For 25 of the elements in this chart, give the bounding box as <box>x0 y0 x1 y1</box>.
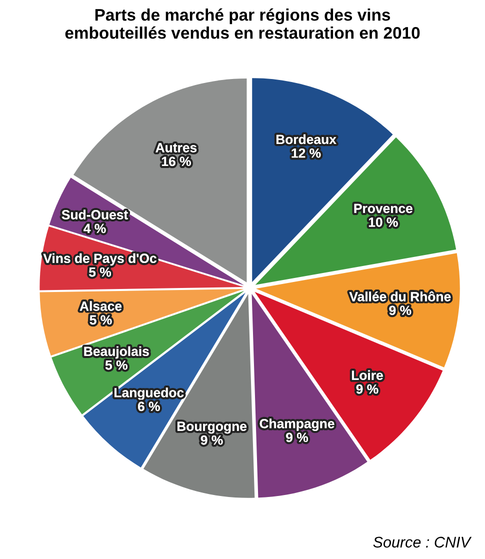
data-label: 9 % <box>286 432 308 442</box>
slice-label: Vallée du Rhône <box>349 291 451 302</box>
slice-label: Bourgogne <box>177 422 247 434</box>
slice-label: Loire <box>352 370 383 380</box>
slice-label: Champagne <box>260 418 334 431</box>
data-label: 9 % <box>389 306 412 316</box>
data-label: 6 % <box>138 402 160 412</box>
slice-label: Beaujolais <box>84 346 149 359</box>
slice-label: Languedoc <box>114 388 184 400</box>
slice-label: Bordeaux <box>276 134 336 144</box>
data-label: 9 % <box>356 384 378 394</box>
source-note: Source : CNIV <box>373 536 472 548</box>
chart-title: Parts de marché par régions des vins embouteillés vendus en restauration en 2010 <box>65 8 420 39</box>
slice-label: Alsace <box>80 301 122 311</box>
slice-label: Provence <box>354 204 412 214</box>
data-label: 16 % <box>162 156 191 166</box>
data-label: 5 % <box>89 267 112 277</box>
data-label: 5 % <box>90 315 112 325</box>
data-label: 9 % <box>200 435 223 445</box>
slice-label: Autres <box>156 143 197 152</box>
data-label: 12 % <box>292 148 321 158</box>
data-label: 4 % <box>84 224 106 234</box>
slice-label: Sud-Ouest <box>62 210 128 220</box>
data-label: 5 % <box>105 360 128 370</box>
data-label: 10 % <box>368 217 398 227</box>
